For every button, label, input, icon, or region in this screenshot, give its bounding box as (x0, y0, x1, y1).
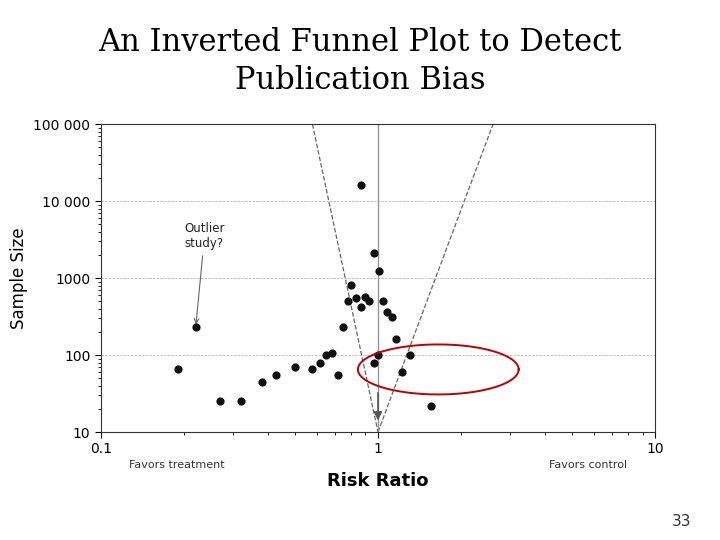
Text: Outlier
study?: Outlier study? (184, 222, 225, 323)
Point (372, 351, 384, 360)
Point (320, 351, 332, 360)
Text: An Inverted Funnel Plot to Detect
Publication Bias: An Inverted Funnel Plot to Detect Public… (99, 27, 621, 96)
Point (307, 365, 318, 374)
Point (359, 293, 371, 301)
Text: 33: 33 (672, 514, 691, 529)
Point (382, 308, 393, 316)
Point (215, 397, 226, 406)
Point (369, 249, 380, 258)
Point (356, 303, 367, 312)
Point (377, 296, 389, 305)
Point (333, 370, 344, 379)
Point (356, 181, 367, 190)
Point (346, 280, 357, 289)
Point (342, 297, 354, 306)
Point (289, 363, 300, 372)
Point (425, 401, 436, 410)
Point (315, 358, 326, 367)
Text: Risk Ratio: Risk Ratio (328, 472, 428, 490)
Point (374, 266, 385, 275)
Text: Favors control: Favors control (549, 460, 628, 470)
Point (396, 368, 408, 376)
Point (172, 365, 184, 374)
Point (390, 335, 402, 343)
Point (386, 313, 397, 321)
Y-axis label: Sample Size: Sample Size (10, 227, 28, 329)
Point (256, 377, 267, 386)
Point (338, 323, 349, 332)
Point (235, 397, 246, 406)
Point (190, 323, 202, 332)
Point (350, 294, 361, 302)
Point (271, 370, 282, 379)
Point (369, 358, 380, 367)
Point (326, 349, 338, 357)
Text: Favors treatment: Favors treatment (129, 460, 224, 470)
Point (364, 296, 375, 305)
Point (404, 351, 415, 360)
